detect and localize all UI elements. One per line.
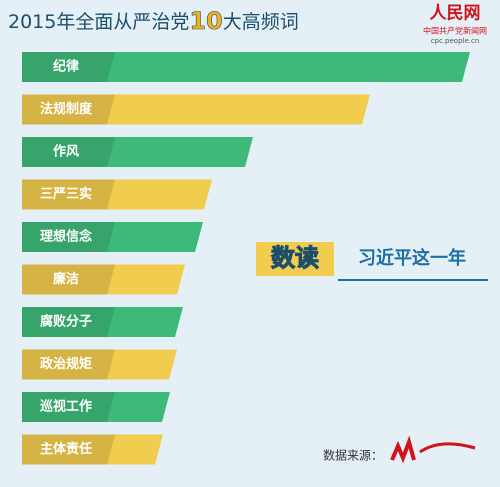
bar-label-box [22, 137, 115, 167]
category-label: 主体责任 [40, 441, 92, 457]
title-part: 2015年全面从严治党 [8, 11, 189, 33]
bar-label-box [22, 349, 115, 380]
category-label: 腐败分子 [40, 314, 92, 330]
category-label: 政治规矩 [40, 356, 92, 372]
bar-label-box [22, 307, 115, 337]
source-logo [390, 435, 416, 464]
bar [22, 52, 470, 82]
bar-label-box [22, 222, 115, 252]
title-part: 大高频词 [223, 11, 299, 33]
bar-label-box [22, 179, 115, 210]
category-label: 三严三实 [40, 186, 92, 202]
title-number: 10 [189, 7, 222, 35]
chart-title: 2015年全面从严治党10大高频词 [8, 7, 299, 35]
category-label: 作风 [53, 144, 79, 160]
bar-label-box [22, 434, 115, 465]
bar-label-box [22, 264, 115, 295]
badge-subtitle: 习近平这一年 [358, 247, 466, 269]
category-label: 廉洁 [53, 271, 79, 287]
source-logo [419, 442, 476, 454]
category-label: 理想信念 [40, 229, 92, 245]
source: 数据来源： [323, 448, 383, 463]
badge-box [256, 242, 334, 276]
bar-label-box [22, 94, 115, 125]
category-label: 巡视工作 [40, 399, 92, 415]
badge-title: 数读 [271, 244, 319, 272]
logo-url: cpc.people.cn [431, 37, 480, 45]
logo-subtitle: 中国共产党新闻网 [423, 26, 487, 36]
bar-label-box [22, 52, 115, 82]
category-label: 纪律 [53, 59, 79, 75]
category-label: 法规制度 [40, 101, 93, 117]
logo-name: 人民网 [430, 4, 481, 24]
bar-label-box [22, 392, 115, 422]
